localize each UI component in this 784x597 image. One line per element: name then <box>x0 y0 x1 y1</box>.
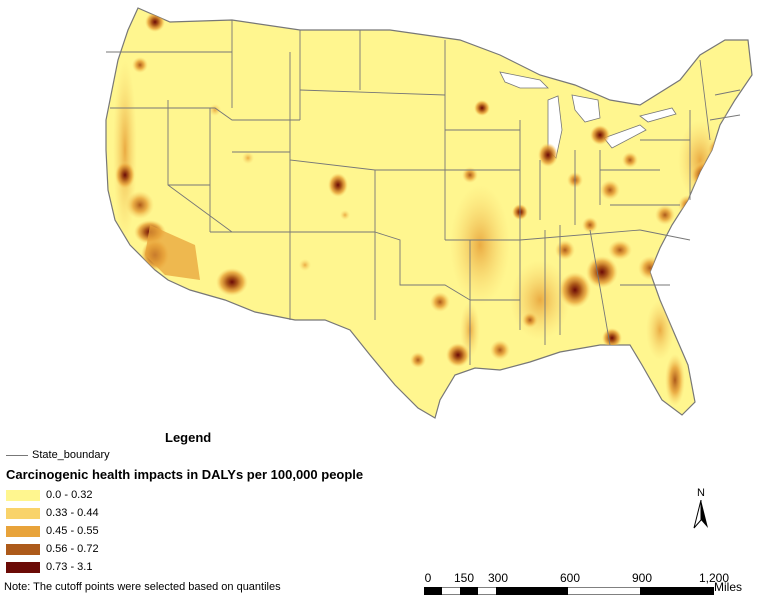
scale-tick-label: 0 <box>424 571 432 585</box>
scale-tick-label: 150 <box>453 571 475 585</box>
legend-swatch <box>6 561 40 573</box>
legend-heading: Carcinogenic health impacts in DALYs per… <box>6 467 364 482</box>
scale-tick-label: 600 <box>559 571 581 585</box>
legend-swatch <box>6 525 40 537</box>
boundary-label: State_boundary <box>32 449 110 461</box>
scale-tick-label: 300 <box>487 571 509 585</box>
legend-class-label: 0.33 - 0.44 <box>46 507 99 519</box>
scale-tick-label: 1,200 <box>698 571 730 585</box>
boundary-line-symbol <box>6 454 28 456</box>
great-lakes <box>499 71 677 159</box>
legend-title: Legend <box>165 430 212 445</box>
north-arrow-icon <box>693 500 708 529</box>
legend-class-list: 0.0 - 0.32 0.33 - 0.44 0.45 - 0.55 0.56 - 0… <box>6 486 99 576</box>
scale-tick-label: 900 <box>631 571 653 585</box>
legend-swatch <box>6 507 40 519</box>
scale-bar <box>424 587 714 595</box>
legend-class-label: 0.0 - 0.32 <box>46 489 93 501</box>
quantile-note: Note: The cutoff points were selected ba… <box>4 581 281 593</box>
legend-class-item: 0.45 - 0.55 <box>6 522 99 540</box>
state-boundaries <box>106 20 741 365</box>
impact-hotspots <box>113 12 738 406</box>
legend-class-item: 0.33 - 0.44 <box>6 504 99 522</box>
legend-boundary-entry: State_boundary <box>6 449 110 461</box>
scale-unit: Miles <box>714 580 743 594</box>
legend-class-item: 0.73 - 3.1 <box>6 558 99 576</box>
legend-swatch <box>6 489 40 501</box>
legend-class-label: 0.56 - 0.72 <box>46 543 99 555</box>
north-label: N <box>697 487 705 499</box>
legend-class-label: 0.73 - 3.1 <box>46 561 93 573</box>
legend-class-item: 0.56 - 0.72 <box>6 540 99 558</box>
legend-class-label: 0.45 - 0.55 <box>46 525 99 537</box>
legend-class-item: 0.0 - 0.32 <box>6 486 99 504</box>
legend-swatch <box>6 543 40 555</box>
